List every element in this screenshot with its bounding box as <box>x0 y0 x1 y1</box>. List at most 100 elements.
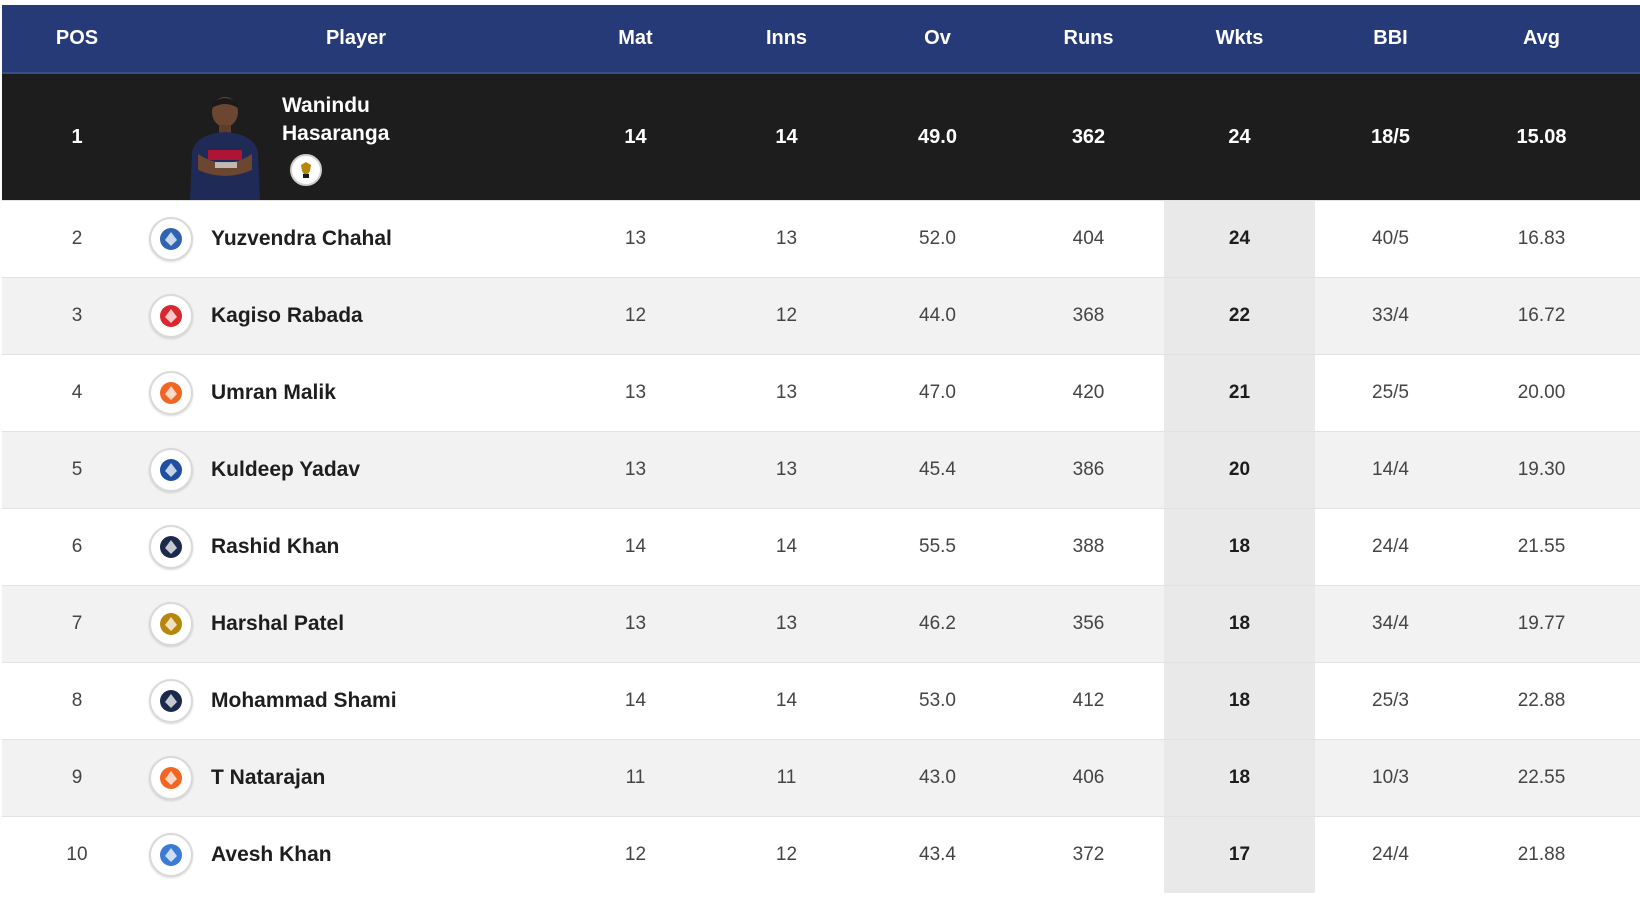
row-mat: 13 <box>624 459 647 480</box>
row-wkts: 18 <box>1164 509 1315 585</box>
header-mat[interactable]: Mat <box>618 27 653 49</box>
row-runs: 386 <box>1072 459 1105 480</box>
row-runs: 412 <box>1072 690 1105 711</box>
row-player-cell: Kagiso Rabada <box>149 294 560 338</box>
row-inns: 12 <box>775 305 798 326</box>
player-name[interactable]: Avesh Khan <box>211 843 332 866</box>
table-row[interactable]: 6 Rashid Khan 14 14 55.5 388 18 24/4 21.… <box>2 508 1640 585</box>
header-ov[interactable]: Ov <box>924 27 951 49</box>
leader-bbi: 18/5 <box>1371 125 1410 148</box>
leader-first-name: Wanindu <box>282 94 370 117</box>
row-player-cell: Kuldeep Yadav <box>149 448 560 492</box>
row-mat: 13 <box>624 613 647 634</box>
table-row[interactable]: 4 Umran Malik 13 13 47.0 420 21 25/5 20.… <box>2 354 1640 431</box>
row-player-cell: Avesh Khan <box>149 833 560 877</box>
row-inns: 13 <box>775 613 798 634</box>
row-pos: 2 <box>71 228 83 249</box>
header-inns[interactable]: Inns <box>765 27 808 49</box>
row-bbi: 34/4 <box>1372 613 1409 634</box>
row-ov: 45.4 <box>919 459 956 480</box>
header-runs[interactable]: Runs <box>1063 27 1114 49</box>
row-ov: 52.0 <box>919 228 956 249</box>
row-runs: 404 <box>1072 228 1105 249</box>
row-bbi: 14/4 <box>1372 459 1409 480</box>
table-row[interactable]: 2 Yuzvendra Chahal 13 13 52.0 404 24 40/… <box>2 200 1640 277</box>
row-inns: 11 <box>776 767 797 788</box>
table-row[interactable]: 8 Mohammad Shami 14 14 53.0 412 18 25/3 … <box>2 662 1640 739</box>
row-pos: 7 <box>71 613 83 634</box>
row-ov: 44.0 <box>919 305 956 326</box>
leader-name[interactable]: Wanindu Hasaranga <box>282 92 442 148</box>
row-bbi: 10/3 <box>1372 767 1409 788</box>
row-ov: 53.0 <box>919 690 956 711</box>
row-mat: 13 <box>624 382 647 403</box>
row-avg: 20.00 <box>1517 382 1566 403</box>
table-row[interactable]: 10 Avesh Khan 12 12 43.4 372 17 24/4 21.… <box>2 816 1640 893</box>
row-pos: 3 <box>71 305 83 326</box>
leader-runs: 362 <box>1071 125 1106 148</box>
row-wkts: 17 <box>1164 817 1315 893</box>
row-runs: 368 <box>1072 305 1105 326</box>
row-avg: 22.55 <box>1517 767 1566 788</box>
player-photo-icon <box>190 97 260 200</box>
row-wkts: 20 <box>1164 432 1315 508</box>
leader-row[interactable]: 1 Wanindu Hasaranga 14 <box>2 74 1640 200</box>
rcb-logo-icon <box>290 154 322 186</box>
player-name[interactable]: Rashid Khan <box>211 535 340 558</box>
gt-logo-icon <box>149 525 193 569</box>
header-wkts[interactable]: Wkts <box>1215 27 1264 49</box>
row-player-cell: Harshal Patel <box>149 602 560 646</box>
dc-logo-icon <box>149 448 193 492</box>
row-player-cell: Mohammad Shami <box>149 679 560 723</box>
row-player-cell: Yuzvendra Chahal <box>149 217 560 261</box>
row-runs: 388 <box>1072 536 1105 557</box>
row-ov: 43.0 <box>919 767 956 788</box>
leader-pos: 1 <box>71 125 83 148</box>
row-ov: 46.2 <box>919 613 956 634</box>
row-inns: 13 <box>775 459 798 480</box>
row-bbi: 24/4 <box>1372 844 1409 865</box>
row-pos: 10 <box>66 844 88 865</box>
player-name[interactable]: Harshal Patel <box>211 612 345 635</box>
row-inns: 13 <box>775 228 798 249</box>
row-wkts: 24 <box>1164 201 1315 277</box>
table-row[interactable]: 7 Harshal Patel 13 13 46.2 356 18 34/4 1… <box>2 585 1640 662</box>
player-name[interactable]: Yuzvendra Chahal <box>211 227 392 250</box>
leader-player-cell: Wanindu Hasaranga <box>152 74 560 200</box>
header-pos[interactable]: POS <box>55 27 99 49</box>
table-header-row: POS Player Mat Inns Ov Runs Wkts BBI Avg <box>2 5 1640 74</box>
row-bbi: 24/4 <box>1372 536 1409 557</box>
player-name[interactable]: T Natarajan <box>211 766 326 789</box>
row-pos: 6 <box>71 536 83 557</box>
player-name[interactable]: Mohammad Shami <box>211 689 397 712</box>
table-row[interactable]: 5 Kuldeep Yadav 13 13 45.4 386 20 14/4 1… <box>2 431 1640 508</box>
srh-logo-icon <box>149 756 193 800</box>
row-mat: 12 <box>624 305 647 326</box>
row-mat: 13 <box>624 228 647 249</box>
rr-logo-icon <box>149 217 193 261</box>
leader-inns: 14 <box>775 125 798 148</box>
player-name[interactable]: Umran Malik <box>211 381 336 404</box>
header-bbi[interactable]: BBI <box>1373 27 1408 49</box>
row-avg: 16.72 <box>1517 305 1566 326</box>
player-name[interactable]: Kuldeep Yadav <box>211 458 361 481</box>
player-name[interactable]: Kagiso Rabada <box>211 304 363 327</box>
row-ov: 55.5 <box>919 536 956 557</box>
table-body: 2 Yuzvendra Chahal 13 13 52.0 404 24 40/… <box>2 200 1640 893</box>
gt-logo-icon <box>149 679 193 723</box>
row-mat: 14 <box>624 536 647 557</box>
leader-last-name: Hasaranga <box>282 122 390 145</box>
header-player[interactable]: Player <box>325 27 387 49</box>
bowling-leaderboard-table: POS Player Mat Inns Ov Runs Wkts BBI Avg… <box>2 5 1640 893</box>
row-mat: 11 <box>625 767 646 788</box>
table-row[interactable]: 3 Kagiso Rabada 12 12 44.0 368 22 33/4 1… <box>2 277 1640 354</box>
table-row[interactable]: 9 T Natarajan 11 11 43.0 406 18 10/3 22.… <box>2 739 1640 816</box>
row-wkts: 18 <box>1164 740 1315 816</box>
row-pos: 4 <box>71 382 83 403</box>
leader-avg: 15.08 <box>1516 125 1567 148</box>
lsg-logo-icon <box>149 833 193 877</box>
header-avg[interactable]: Avg <box>1522 27 1561 49</box>
row-player-cell: Rashid Khan <box>149 525 560 569</box>
row-pos: 5 <box>71 459 83 480</box>
row-mat: 14 <box>624 690 647 711</box>
